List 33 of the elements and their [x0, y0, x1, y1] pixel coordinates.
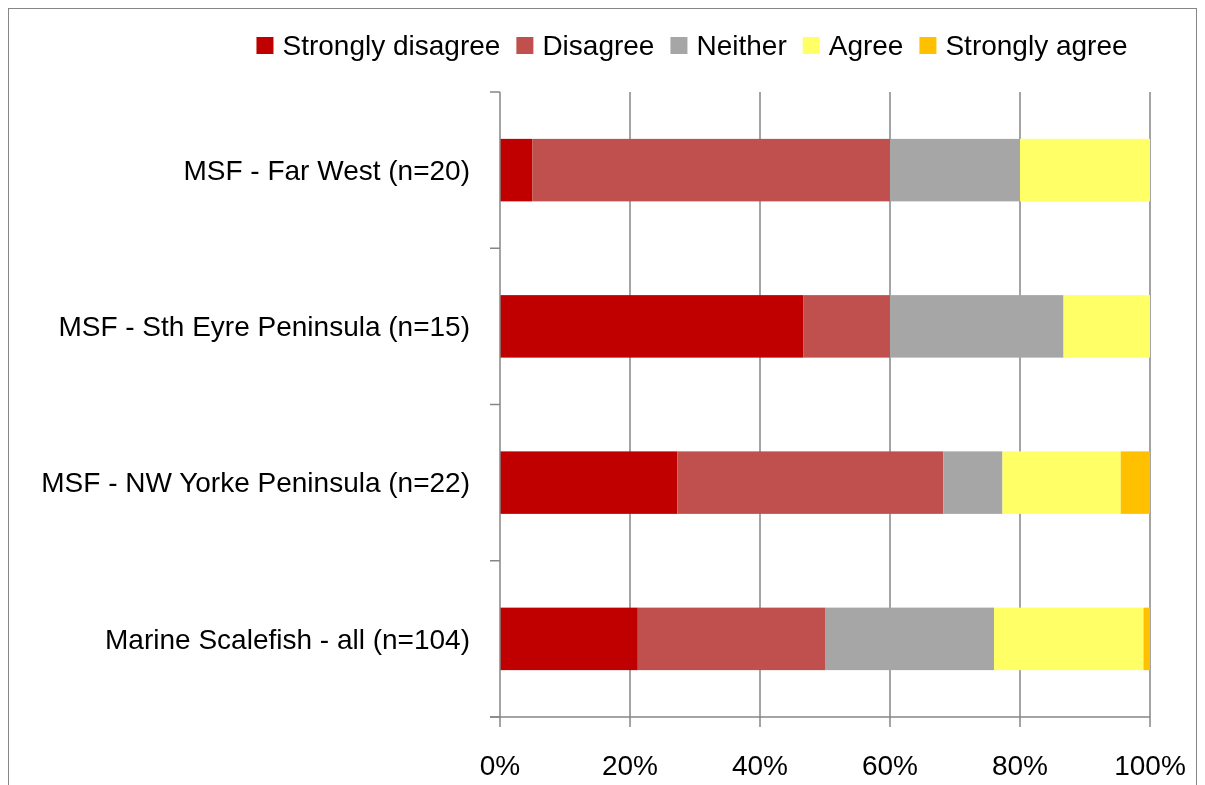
- bar: [532, 138, 890, 202]
- bar: [803, 295, 890, 358]
- x-tick-label: 40%: [731, 750, 789, 781]
- legend-label: Strongly disagree: [282, 29, 501, 61]
- bar: [1063, 295, 1150, 358]
- bar: [1020, 138, 1150, 202]
- bar: [1002, 451, 1121, 514]
- legend-label: Agree: [828, 29, 904, 61]
- bar: [1120, 451, 1150, 514]
- x-tick-label: 80%: [991, 750, 1049, 781]
- bar: [890, 295, 1064, 358]
- bar: [890, 138, 1020, 202]
- y-tick-label: Marine Scalefish - all (n=104): [105, 623, 470, 655]
- y-tick-label: MSF - NW Yorke Peninsula (n=22): [41, 467, 470, 499]
- bar: [500, 607, 638, 671]
- bar: [1143, 607, 1150, 671]
- bar: [994, 607, 1144, 671]
- bar: [825, 607, 994, 671]
- y-tick-label: MSF - Far West (n=20): [183, 154, 470, 186]
- bar: [500, 138, 533, 202]
- x-tick-label: 60%: [861, 750, 919, 781]
- bar: [500, 451, 678, 514]
- bar: [943, 451, 1003, 514]
- bar: [500, 295, 804, 358]
- x-tick-label: 100%: [1114, 750, 1186, 781]
- legend-label: Strongly agree: [945, 29, 1128, 61]
- bar: [677, 451, 944, 514]
- y-tick-label: MSF - Sth Eyre Peninsula (n=15): [58, 311, 470, 343]
- legend-label: Disagree: [542, 29, 655, 61]
- x-tick-label: 20%: [601, 750, 659, 781]
- legend-label: Neither: [696, 29, 787, 61]
- bar: [637, 607, 825, 671]
- x-tick-label: 0%: [479, 750, 521, 781]
